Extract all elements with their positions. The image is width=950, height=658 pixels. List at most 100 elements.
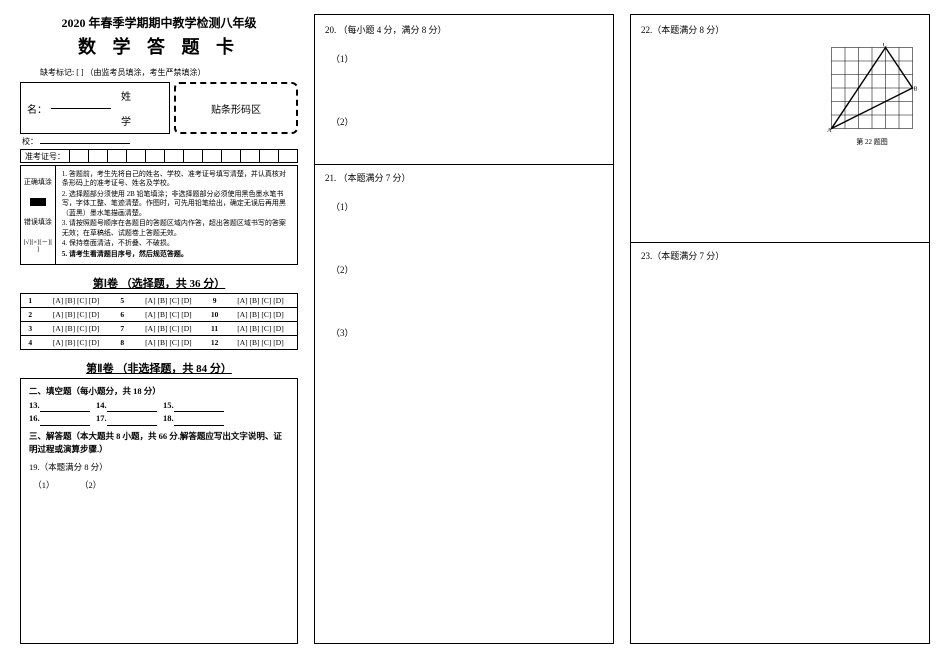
- barcode-area: 贴条形码区: [174, 82, 298, 134]
- q-opts[interactable]: [A] [B] [C] [D]: [224, 335, 298, 349]
- absent-mark-line: 缺考标记: [ ] （由监考员填涂，考生严禁填涂）: [40, 67, 298, 78]
- divider: [631, 242, 929, 243]
- instruction-2: 2. 选择题部分须使用 2B 铅笔填涂；非选择题部分必须使用黑色墨水笔书写，字体…: [62, 190, 291, 218]
- q-num: 1: [21, 293, 40, 307]
- q-opts[interactable]: [A] [B] [C] [D]: [132, 307, 205, 321]
- n16: 16.: [29, 413, 40, 423]
- q23-head: 23.（本题满分 7 分）: [641, 249, 919, 262]
- grid-svg-icon: A B C: [827, 43, 917, 133]
- school-line: 校：: [22, 136, 298, 147]
- instruction-text: 1. 答题前，考生先将自己的姓名、学校、准考证号填写清楚，并认真核对条形码上的准…: [56, 166, 297, 264]
- section-2-box: 二、填空题（每小题分，共 18 分） 13. 14. 15. 16. 17. 1…: [20, 378, 298, 644]
- q-opts[interactable]: [A] [B] [C] [D]: [132, 335, 205, 349]
- column-2: 20. （每小题 4 分，满分 8 分） （1） （2） 21. （本题满分 7…: [314, 14, 614, 644]
- q20-head: 20. （每小题 4 分，满分 8 分）: [325, 23, 603, 36]
- n13: 13.: [29, 400, 40, 410]
- wrong-fill-examples: [√][×][－][ ]: [23, 236, 53, 253]
- name-stack-bot: 学: [121, 113, 131, 128]
- q-num: 5: [113, 293, 132, 307]
- q19-subs: （1） （2）: [29, 479, 289, 493]
- n17: 17.: [96, 413, 107, 423]
- q-num: 8: [113, 335, 132, 349]
- q-opts[interactable]: [A] [B] [C] [D]: [132, 293, 205, 307]
- mcq-table: 1 [A] [B] [C] [D] 5 [A] [B] [C] [D] 9 [A…: [20, 293, 298, 350]
- q19-head: 19.（本题满分 8 分）: [29, 461, 289, 475]
- divider: [315, 164, 613, 165]
- table-row: 2 [A] [B] [C] [D] 6 [A] [B] [C] [D] 10 […: [21, 307, 298, 321]
- q-num: 10: [205, 307, 224, 321]
- q-opts[interactable]: [A] [B] [C] [D]: [224, 321, 298, 335]
- ticket-label: 准考证号：: [25, 151, 65, 162]
- card-title: 数 学 答 题 卡: [20, 33, 298, 59]
- figure-caption: 第 22 题图: [827, 137, 917, 147]
- q21-2: （2）: [331, 263, 603, 276]
- ticket-grid[interactable]: [69, 150, 297, 162]
- wrong-fill-label: 错误填涂: [23, 217, 53, 227]
- q-opts[interactable]: [A] [B] [C] [D]: [39, 293, 112, 307]
- instruction-1: 1. 答题前，考生先将自己的姓名、学校、准考证号填写清楚，并认真核对条形码上的准…: [62, 170, 291, 189]
- n14: 14.: [96, 400, 107, 410]
- instruction-3: 3. 请按照题号顺序在各题目的答题区域内作答，超出答题区域书写的答案无效；在草稿…: [62, 219, 291, 238]
- name-stack-top: 姓: [121, 88, 131, 103]
- school-label: 校：: [22, 137, 38, 146]
- label-a: A: [827, 127, 832, 133]
- correct-fill-label: 正确填涂: [23, 177, 53, 187]
- table-row: 3 [A] [B] [C] [D] 7 [A] [B] [C] [D] 11 […: [21, 321, 298, 335]
- table-row: 1 [A] [B] [C] [D] 5 [A] [B] [C] [D] 9 [A…: [21, 293, 298, 307]
- label-c: C: [883, 43, 887, 49]
- n18: 18.: [163, 413, 174, 423]
- q20-2: （2）: [331, 115, 603, 128]
- name-barcode-row: 名： 姓 学 贴条形码区: [20, 82, 298, 134]
- school-underline[interactable]: [40, 143, 130, 144]
- q22-figure: A B C 第 22 题图: [827, 43, 917, 147]
- solve-head: 三、解答题（本大题共 8 小题，共 66 分.解答题应写出文字说明、证明过程或演…: [29, 430, 289, 457]
- q-num: 6: [113, 307, 132, 321]
- q19-1: （1）: [33, 480, 54, 490]
- q-opts[interactable]: [A] [B] [C] [D]: [39, 335, 112, 349]
- q-num: 12: [205, 335, 224, 349]
- q-opts[interactable]: [A] [B] [C] [D]: [224, 293, 298, 307]
- barcode-label: 贴条形码区: [211, 101, 261, 116]
- q21-head: 21. （本题满分 7 分）: [325, 171, 603, 184]
- name-label: 名：: [27, 101, 47, 116]
- column-3: 22.（本题满分 8 分） A B C 第 22 题图 23.（本题满分 7 分…: [630, 14, 930, 644]
- q21-1: （1）: [331, 200, 603, 213]
- q19-2: （2）: [80, 480, 101, 490]
- q-num: 3: [21, 321, 40, 335]
- instruction-4: 4. 保持卷面清洁，不折叠、不破损。: [62, 239, 291, 248]
- q-num: 9: [205, 293, 224, 307]
- q-num: 4: [21, 335, 40, 349]
- fill-demo: 正确填涂 错误填涂 [√][×][－][ ]: [21, 166, 56, 264]
- blank-17[interactable]: [107, 425, 157, 426]
- fill-row-2: 16. 17. 18.: [29, 412, 289, 426]
- q-num: 2: [21, 307, 40, 321]
- title-block: 2020 年春季学期期中教学检测八年级 数 学 答 题 卡: [20, 14, 298, 59]
- blank-18[interactable]: [174, 425, 224, 426]
- name-box: 名： 姓 学: [20, 82, 170, 134]
- n15: 15.: [163, 400, 174, 410]
- section-1-head: 第Ⅰ卷 （选择题，共 36 分）: [20, 275, 298, 291]
- correct-mark-icon: [30, 198, 46, 206]
- section-2-head: 第Ⅱ卷 （非选择题，共 84 分）: [20, 360, 298, 376]
- q-opts[interactable]: [A] [B] [C] [D]: [224, 307, 298, 321]
- label-b: B: [913, 86, 917, 93]
- blank-16[interactable]: [40, 425, 90, 426]
- q22-head: 22.（本题满分 8 分）: [641, 23, 919, 36]
- ticket-row: 准考证号：: [20, 149, 298, 163]
- exam-title: 2020 年春季学期期中教学检测八年级: [20, 14, 298, 31]
- column-1: 2020 年春季学期期中教学检测八年级 数 学 答 题 卡 缺考标记: [ ] …: [20, 14, 298, 644]
- name-underline[interactable]: [51, 108, 111, 109]
- q-opts[interactable]: [A] [B] [C] [D]: [39, 321, 112, 335]
- q-num: 7: [113, 321, 132, 335]
- q20-1: （1）: [331, 52, 603, 65]
- fill-blank-head: 二、填空题（每小题分，共 18 分）: [29, 385, 289, 399]
- table-row: 4 [A] [B] [C] [D] 8 [A] [B] [C] [D] 12 […: [21, 335, 298, 349]
- q-num: 11: [205, 321, 224, 335]
- q-opts[interactable]: [A] [B] [C] [D]: [39, 307, 112, 321]
- instruction-5: 5. 请考生看清题目序号，然后规范答题。: [62, 250, 291, 259]
- name-stack: 姓 学: [121, 88, 131, 128]
- q-opts[interactable]: [A] [B] [C] [D]: [132, 321, 205, 335]
- instruction-box: 正确填涂 错误填涂 [√][×][－][ ] 1. 答题前，考生先将自己的姓名、…: [20, 165, 298, 265]
- fill-row-1: 13. 14. 15.: [29, 399, 289, 413]
- q21-3: （3）: [331, 326, 603, 339]
